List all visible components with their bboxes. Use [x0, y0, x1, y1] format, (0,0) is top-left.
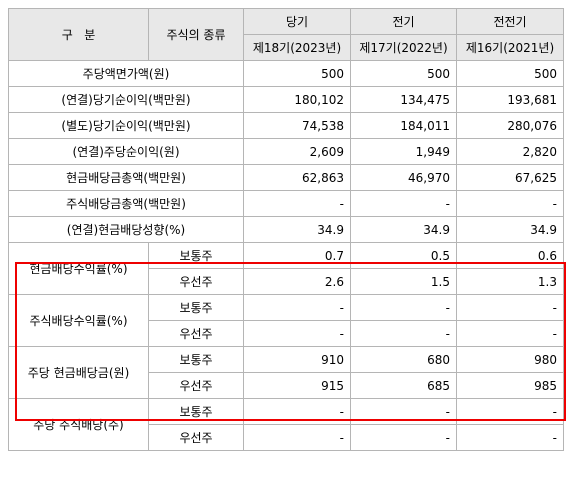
row-label: (연결)현금배당성향(%) [8, 216, 244, 243]
row-value: 500 [456, 60, 564, 87]
split-row-label: 주당 현금배당금(원) [8, 346, 149, 399]
row-value: 180,102 [243, 86, 351, 113]
stock-type-cell: 보통주 [148, 346, 244, 373]
row-label: (연결)주당순이익(원) [8, 138, 244, 165]
row-value: 0.7 [243, 242, 351, 269]
row-value: - [456, 190, 564, 217]
row-label: (연결)당기순이익(백만원) [8, 86, 244, 113]
table-row: 주식배당금총액(백만원) - - - [8, 190, 564, 217]
row-value: 910 [243, 346, 351, 373]
row-value: - [350, 424, 457, 451]
row-value: 67,625 [456, 164, 564, 191]
table-row: (별도)당기순이익(백만원) 74,538 184,011 280,076 [8, 112, 564, 139]
row-value: 280,076 [456, 112, 564, 139]
row-value: - [243, 190, 351, 217]
row-value: - [350, 294, 457, 321]
row-value: - [350, 320, 457, 347]
row-value: - [243, 398, 351, 425]
row-value: - [243, 294, 351, 321]
row-value: 500 [243, 60, 351, 87]
row-value: 915 [243, 372, 351, 399]
row-value: - [456, 320, 564, 347]
header-fiscal-prior2: 제16기(2021년) [456, 34, 564, 61]
table-row: (연결)당기순이익(백만원) 180,102 134,475 193,681 [8, 86, 564, 113]
row-label: 주식배당금총액(백만원) [8, 190, 244, 217]
stock-type-cell: 우선주 [148, 372, 244, 399]
split-row-label: 주식배당수익률(%) [8, 294, 149, 347]
table-row: 현금배당금총액(백만원) 62,863 46,970 67,625 [8, 164, 564, 191]
table-row: 우선주 2.6 1.5 1.3 [9, 268, 564, 295]
row-label: 현금배당금총액(백만원) [8, 164, 244, 191]
stock-type-cell: 우선주 [148, 268, 244, 295]
stock-type-cell: 우선주 [148, 424, 244, 451]
row-value: 46,970 [350, 164, 457, 191]
table-row: 주식배당수익률(%) 보통주 - - - [8, 294, 564, 347]
row-value: - [350, 190, 457, 217]
row-value: 2,820 [456, 138, 564, 165]
stock-type-cell: 우선주 [148, 320, 244, 347]
dividend-table-body: 구 분 주식의 종류 당기 전기 전전기 제18기(2023년) 제17기(20… [8, 8, 564, 451]
table-row: 주당 주식배당(주) 보통주 - - - [8, 398, 564, 451]
stock-type-cell: 보통주 [148, 294, 244, 321]
header-period-current: 당기 [243, 8, 351, 35]
split-row-label: 주당 주식배당(주) [8, 398, 149, 451]
header-row-2: 제18기(2023년) 제17기(2022년) 제16기(2021년) [9, 34, 564, 61]
row-value: 34.9 [456, 216, 564, 243]
row-value: 1.3 [456, 268, 564, 295]
row-value: 985 [456, 372, 564, 399]
header-stock-type: 주식의 종류 [148, 8, 244, 61]
row-value: - [243, 424, 351, 451]
row-value: - [456, 424, 564, 451]
row-value: 193,681 [456, 86, 564, 113]
table-row: (연결)현금배당성향(%) 34.9 34.9 34.9 [8, 216, 564, 243]
row-value: 0.6 [456, 242, 564, 269]
row-value: - [243, 320, 351, 347]
row-value: 34.9 [350, 216, 457, 243]
header-period-prior2: 전전기 [456, 8, 564, 35]
stock-type-cell: 보통주 [148, 242, 244, 269]
row-value: 680 [350, 346, 457, 373]
row-value: - [456, 294, 564, 321]
row-value: 184,011 [350, 112, 457, 139]
header-row-1: 구 분 주식의 종류 당기 전기 전전기 [8, 8, 564, 61]
row-value: 74,538 [243, 112, 351, 139]
row-value: 2,609 [243, 138, 351, 165]
row-value: 1.5 [350, 268, 457, 295]
row-value: 0.5 [350, 242, 457, 269]
row-value: 980 [456, 346, 564, 373]
row-value: 2.6 [243, 268, 351, 295]
table-row: 우선주 915 685 985 [9, 372, 564, 399]
row-label: 주당액면가액(원) [8, 60, 244, 87]
header-period-prior: 전기 [350, 8, 457, 35]
header-fiscal-current: 제18기(2023년) [243, 34, 351, 61]
stock-type-cell: 보통주 [148, 398, 244, 425]
row-value: 62,863 [243, 164, 351, 191]
row-value: - [456, 398, 564, 425]
row-label: (별도)당기순이익(백만원) [8, 112, 244, 139]
table-row: (연결)주당순이익(원) 2,609 1,949 2,820 [8, 138, 564, 165]
row-value: 1,949 [350, 138, 457, 165]
table-row: 현금배당수익률(%) 보통주 0.7 0.5 0.6 [8, 242, 564, 295]
table-row: 주당액면가액(원) 500 500 500 [8, 60, 564, 87]
split-row-label: 현금배당수익률(%) [8, 242, 149, 295]
row-value: - [350, 398, 457, 425]
dividend-table: 구 분 주식의 종류 당기 전기 전전기 제18기(2023년) 제17기(20… [8, 8, 564, 451]
table-row: 우선주 - - - [9, 320, 564, 347]
row-value: 500 [350, 60, 457, 87]
table-row: 우선주 - - - [9, 424, 564, 451]
table-row: 주당 현금배당금(원) 보통주 910 680 980 [8, 346, 564, 399]
row-value: 685 [350, 372, 457, 399]
header-fiscal-prior: 제17기(2022년) [350, 34, 457, 61]
header-category: 구 분 [8, 8, 149, 61]
row-value: 134,475 [350, 86, 457, 113]
row-value: 34.9 [243, 216, 351, 243]
